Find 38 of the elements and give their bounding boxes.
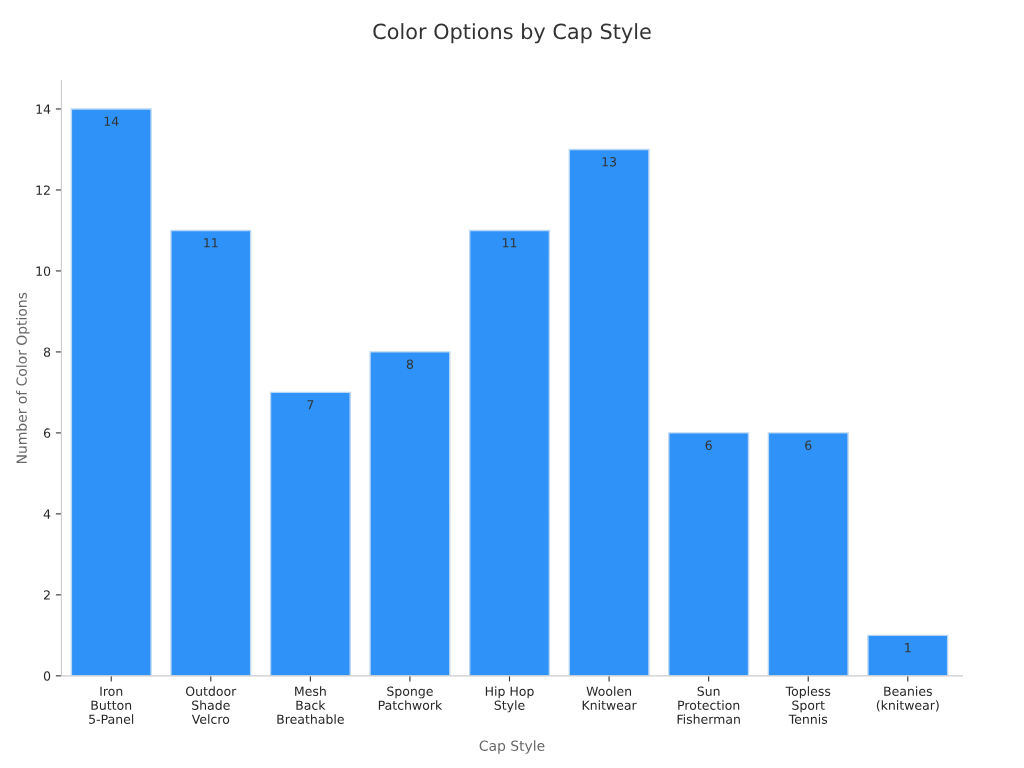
- bar: [170, 229, 252, 676]
- data-label: 8: [406, 359, 414, 369]
- data-label: 6: [705, 440, 712, 450]
- bar: [568, 148, 650, 676]
- data-label: 1: [905, 643, 911, 653]
- x-tick-label: Topless Sport Tennis: [785, 686, 831, 724]
- data-label: 14: [104, 116, 119, 126]
- y-tick-label: 8: [43, 347, 51, 357]
- y-tick-label: 6: [43, 428, 51, 438]
- x-tick-label: Sun Protection Fisherman: [677, 686, 740, 724]
- y-tick-label: 10: [36, 266, 51, 276]
- x-tick-label: Iron Button 5-Panel: [89, 686, 134, 724]
- x-tick-label: Outdoor Shade Velcro: [185, 686, 237, 724]
- bar: [767, 432, 849, 676]
- data-label: 13: [602, 157, 617, 167]
- y-tick-label: 2: [43, 590, 50, 600]
- y-tick-label: 4: [43, 509, 51, 519]
- x-tick-label: Sponge Patchwork: [378, 686, 443, 710]
- x-axis-title: Cap Style: [479, 740, 545, 754]
- x-tick-label: Beanies (knitwear): [876, 686, 939, 712]
- chart-title: Color Options by Cap Style: [373, 23, 651, 44]
- data-label: 11: [204, 238, 218, 248]
- y-tick-label: 12: [36, 185, 50, 195]
- bar: [668, 432, 750, 676]
- x-tick-label: Mesh Back Breathable: [277, 686, 344, 724]
- bar: [369, 351, 451, 676]
- bar: [468, 229, 551, 676]
- y-tick-label: 14: [36, 104, 51, 114]
- x-tick-label: Hip Hop Style: [485, 686, 534, 713]
- bar: [867, 634, 949, 676]
- bar: [269, 391, 351, 676]
- y-tick-label: 0: [43, 671, 51, 681]
- data-label: 6: [805, 440, 812, 450]
- data-label: 7: [307, 400, 314, 410]
- x-tick-label: Woolen Knitwear: [582, 686, 637, 710]
- bar: [70, 108, 152, 676]
- data-label: 11: [502, 238, 517, 248]
- y-axis-title: Number of Color Options: [16, 292, 30, 464]
